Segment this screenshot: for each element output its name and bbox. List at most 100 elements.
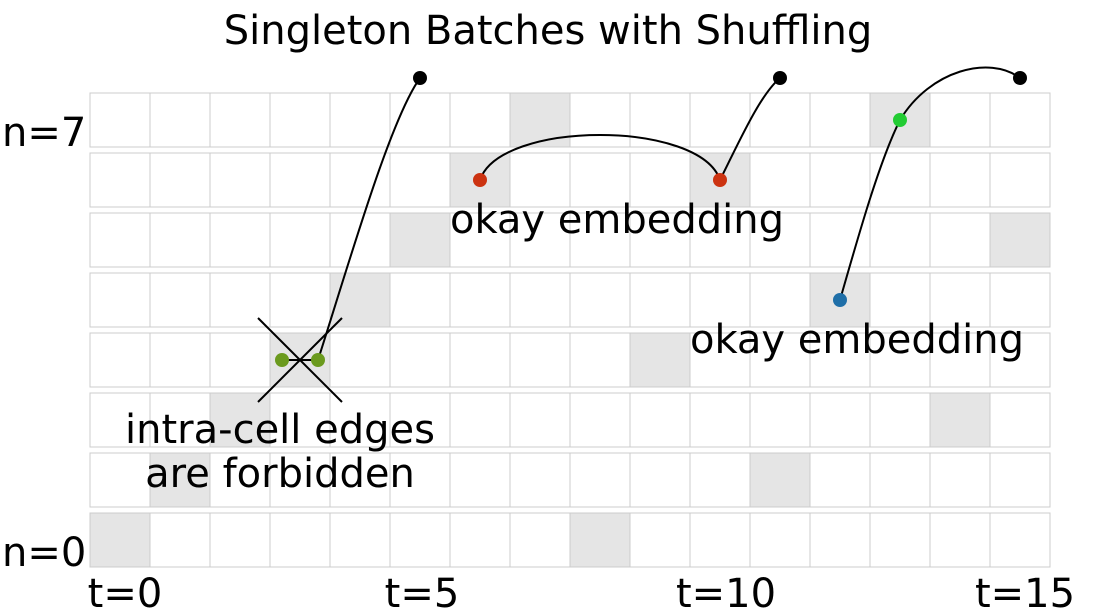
edge-blue-to-green [839,119,901,301]
grid-cell-n6-t8 [569,152,631,208]
grid-cell-n7-t5 [389,92,451,148]
grid-cell-n1-t9 [629,452,691,508]
x-label-t5: t=5 [385,571,460,615]
grid-cell-n5-t8 [569,212,631,268]
grid-cell-n4-t0 [89,272,151,328]
grid-cell-n1-t7 [509,452,571,508]
grid-cell-n2-t11 [749,392,811,448]
grid-cell-n2-t10 [689,392,751,448]
node-blue [833,293,847,307]
grid-cell-n0-t10 [689,512,751,568]
grid-cell-n5-t9 [629,212,691,268]
x-label-t10: t=10 [676,571,776,615]
edge-green-to-black [899,66,1021,121]
grid-cell-n7-t2 [209,92,271,148]
grid-cell-n1-t1 [149,452,211,508]
grid-cell-n6-t0 [89,152,151,208]
grid-cell-n3-t12 [809,332,871,388]
grid-cell-n6-t11 [749,152,811,208]
grid-cell-n0-t14 [929,512,991,568]
row-label-bottom: n=0 [2,530,86,576]
grid-cell-n5-t3 [269,212,331,268]
grid-cell-n2-t12 [809,392,871,448]
grid-cell-n1-t11 [749,452,811,508]
grid-cell-n7-t15 [989,92,1051,148]
diagram-title: Singleton Batches with Shuffling [224,8,873,54]
grid-cell-n4-t3 [269,272,331,328]
grid-cell-n2-t14 [929,392,991,448]
grid-cell-n4-t9 [629,272,691,328]
grid-cell-n0-t5 [389,512,451,568]
grid-cell-n0-t8 [569,512,631,568]
grid-cell-n2-t4 [329,392,391,448]
grid-cell-n5-t12 [809,212,871,268]
grid-cell-n0-t1 [149,512,211,568]
grid-cell-n4-t15 [989,272,1051,328]
node-black-2 [773,71,787,85]
grid-cell-n7-t0 [89,92,151,148]
node-black-3 [1013,71,1027,85]
grid-cell-n4-t7 [509,272,571,328]
grid-cell-n2-t7 [509,392,571,448]
grid-cell-n5-t1 [149,212,211,268]
grid-cell-n3-t9 [629,332,691,388]
grid-cell-n1-t5 [389,452,451,508]
grid-cell-n7-t12 [809,92,871,148]
grid-cell-n2-t2 [209,392,271,448]
grid-cell-n7-t13 [869,92,931,148]
grid-cell-n1-t13 [869,452,931,508]
grid-cell-n7-t8 [569,92,631,148]
grid-cell-n3-t13 [869,332,931,388]
grid-cell-n3-t4 [329,332,391,388]
grid-cell-n6-t13 [869,152,931,208]
grid-cell-n3-t6 [449,332,511,388]
row-label-top: n=7 [2,110,86,156]
grid-cell-n0-t15 [989,512,1051,568]
grid-cell-n4-t8 [569,272,631,328]
x-label-t15: t=15 [975,571,1075,615]
grid-cell-n6-t3 [269,152,331,208]
grid-cell-n4-t1 [149,272,211,328]
grid-cell-n1-t3 [269,452,331,508]
grid-cell-n6-t2 [209,152,271,208]
node-olive-2 [311,353,325,367]
grid-cell-n1-t2 [209,452,271,508]
grid-cell-n1-t0 [89,452,151,508]
grid-cell-n2-t0 [89,392,151,448]
grid-cell-n3-t7 [509,332,571,388]
node-olive-1 [275,353,289,367]
grid-cell-n6-t15 [989,152,1051,208]
grid-cell-n0-t0 [89,512,151,568]
grid-cell-n5-t6 [449,212,511,268]
grid-cell-n4-t5 [389,272,451,328]
cell-grid [89,92,1051,568]
grid-cell-n3-t14 [929,332,991,388]
grid-cell-n3-t15 [989,332,1051,388]
grid-cell-n3-t2 [209,332,271,388]
grid-cell-n0-t13 [869,512,931,568]
node-red-2 [713,173,727,187]
grid-cell-n4-t11 [749,272,811,328]
grid-cell-n4-t6 [449,272,511,328]
grid-cell-n0-t9 [629,512,691,568]
edge-red-to-black [719,77,781,181]
grid-cell-n1-t6 [449,452,511,508]
node-green [893,113,907,127]
grid-cell-n3-t10 [689,332,751,388]
node-red-1 [473,173,487,187]
grid-cell-n7-t6 [449,92,511,148]
grid-cell-n3-t11 [749,332,811,388]
grid-cell-n4-t10 [689,272,751,328]
grid-cell-n6-t5 [389,152,451,208]
grid-cell-n7-t7 [509,92,571,148]
grid-cell-n0-t4 [329,512,391,568]
grid-cell-n4-t13 [869,272,931,328]
grid-cell-n5-t2 [209,212,271,268]
grid-cell-n5-t4 [329,212,391,268]
forbidden-label-line1: intra-cell edges [125,407,435,453]
x-label-t0: t=0 [88,571,163,615]
grid-cell-n2-t15 [989,392,1051,448]
grid-cell-n7-t14 [929,92,991,148]
okay-embedding-label-2: okay embedding [690,317,1024,363]
